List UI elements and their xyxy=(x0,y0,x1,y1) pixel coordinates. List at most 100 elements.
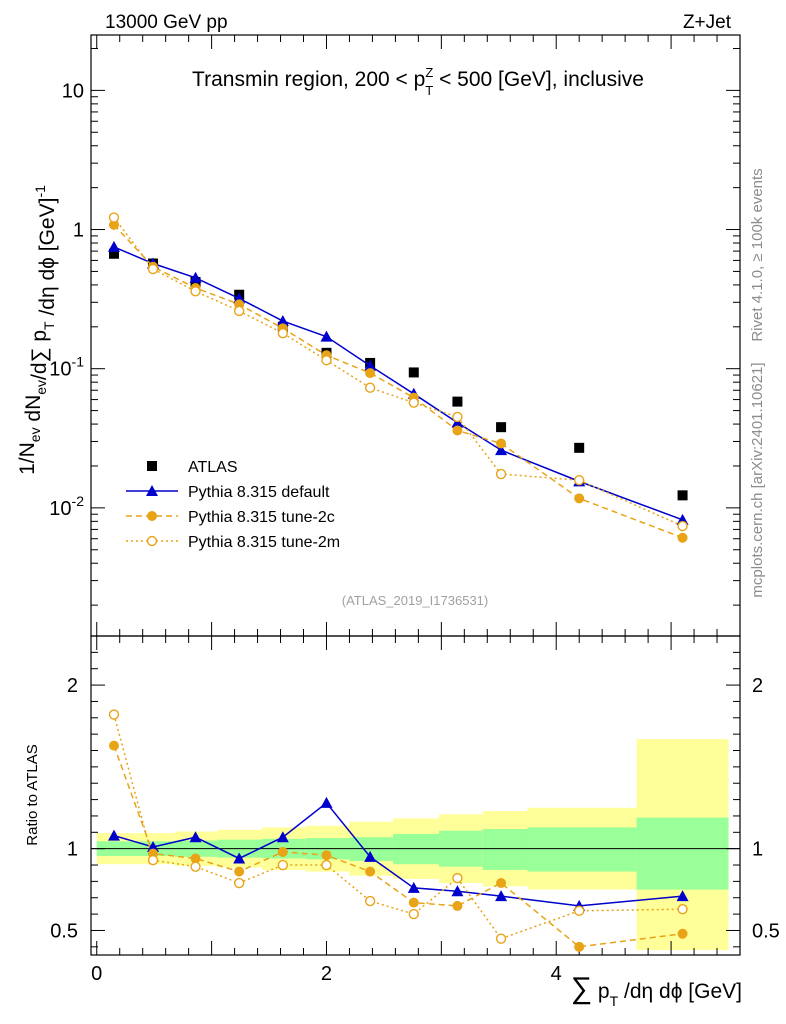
tune-2m-point xyxy=(573,905,585,917)
default-point xyxy=(495,890,508,902)
series-3 xyxy=(108,212,688,532)
tune-2m-point xyxy=(190,286,201,297)
tune-2m-point xyxy=(321,859,332,871)
tune-2c-point xyxy=(190,853,201,864)
series-1 xyxy=(108,740,688,952)
tune-2c-point xyxy=(321,850,332,861)
stat-band-bin xyxy=(482,829,528,870)
plot-title: Transmin region, 200 < pZ T < 500 [GeV], … xyxy=(192,65,644,98)
series-0 xyxy=(107,796,689,911)
tune-2m-point xyxy=(408,908,419,920)
tune-2m-point xyxy=(233,877,245,889)
tune-2c-point xyxy=(677,928,688,939)
tune-2m-point xyxy=(495,933,507,944)
tune-2m-point xyxy=(364,895,376,907)
stat-band-bin xyxy=(527,827,637,872)
legend-entry-label: ATLAS xyxy=(188,459,238,476)
x-tick-label: 0 xyxy=(91,963,102,985)
data-series xyxy=(107,212,689,952)
default-point xyxy=(364,850,377,862)
y-tick-label: 1 xyxy=(73,220,84,242)
ratio-y-axis-label: Ratio to ATLAS xyxy=(24,744,41,845)
tune-2c-point xyxy=(574,493,585,504)
tune-2c-point xyxy=(496,878,507,889)
tune-2m-point xyxy=(677,520,688,532)
tune-2m-point xyxy=(408,397,419,408)
default-point xyxy=(107,829,120,841)
tune-2m-point xyxy=(677,903,688,915)
default-point xyxy=(146,485,158,496)
series-2 xyxy=(108,709,688,944)
tune-2m-point xyxy=(277,327,289,339)
series-line xyxy=(113,217,683,527)
tune-2c-point xyxy=(574,941,585,952)
rivet-label: Rivet 4.1.0, ≥ 100k events xyxy=(749,168,766,341)
tune-2c-point xyxy=(234,866,245,877)
analysis-watermark: (ATLAS_2019_I1736531) xyxy=(342,593,488,608)
default-point xyxy=(676,890,689,902)
series-line xyxy=(113,801,683,907)
atlas-point xyxy=(108,248,119,259)
ratio-plot-frame xyxy=(90,635,741,956)
tune-2c-point xyxy=(365,866,376,877)
tune-2m-point xyxy=(573,475,585,486)
tune-2m-point xyxy=(190,861,201,872)
stat-band-bin xyxy=(636,817,729,890)
ratio-y-tick-label-right: 2 xyxy=(752,675,763,697)
tune-2m-point xyxy=(108,212,120,223)
tune-2m-point xyxy=(495,468,507,480)
tune-2c-point xyxy=(108,740,119,751)
atlas-point xyxy=(574,442,585,453)
header-left: 13000 GeV pp xyxy=(105,12,228,33)
tune-2m-point xyxy=(321,355,332,366)
series-line xyxy=(113,246,683,521)
tune-2c-point xyxy=(496,438,507,449)
y-tick-label: 10-2 xyxy=(49,493,84,520)
tune-2m-point xyxy=(146,535,158,547)
header-right: Z+Jet xyxy=(683,12,732,33)
tune-2c-point xyxy=(108,219,119,230)
tune-2c-point xyxy=(365,368,376,379)
x-axis-label: ∑ pT /dη dϕ [GeV] xyxy=(571,972,742,1009)
mcplots-label: mcplots.cern.ch [arXiv:2401.10621] xyxy=(749,362,766,597)
axis-ticks: 0 2 4 10 1 10-1 10-2 0.5 0.5 1 1 2 2 xyxy=(49,35,780,985)
default-point xyxy=(495,444,508,456)
main-y-axis-label: 1/Nev dNev/d∑ pT /dη dϕ [GeV]-1 xyxy=(16,185,59,475)
ratio-y-tick-label: 2 xyxy=(67,675,78,697)
default-point xyxy=(276,831,289,843)
tune-2c-point xyxy=(677,532,688,543)
tune-2m-point xyxy=(147,263,159,275)
tune-2m-point xyxy=(108,709,120,720)
default-point xyxy=(189,271,202,283)
tune-2c-point xyxy=(277,846,288,857)
default-point xyxy=(147,841,160,853)
tune-2m-point xyxy=(452,411,463,423)
series-line xyxy=(113,224,683,539)
default-point xyxy=(233,852,246,864)
legend: ATLAS Pythia 8.315 default Pythia 8.315 tu… xyxy=(126,459,340,551)
ratio-y-tick-label: 1 xyxy=(67,839,78,861)
default-point xyxy=(189,831,202,843)
series-line xyxy=(113,714,683,940)
legend-entry-label: Pythia 8.315 tune-2m xyxy=(188,534,340,551)
y-tick-label: 10-1 xyxy=(49,354,84,381)
legend-entry-label: Pythia 8.315 default xyxy=(188,484,330,501)
x-tick-label: 4 xyxy=(551,963,562,985)
tune-2c-point xyxy=(147,511,157,521)
atlas-point xyxy=(452,396,463,407)
ratio-y-tick-label-right: 1 xyxy=(752,839,763,861)
default-point xyxy=(364,359,377,371)
tune-2m-point xyxy=(233,305,245,317)
atlas-point xyxy=(147,461,157,471)
atlas-point xyxy=(496,422,507,433)
tune-2m-point xyxy=(147,854,159,866)
atlas-point xyxy=(677,490,688,501)
ratio-y-tick-label: 0.5 xyxy=(50,920,78,942)
tune-2c-point xyxy=(408,897,419,908)
tune-2m-point xyxy=(364,382,376,393)
default-point xyxy=(320,330,333,342)
atlas-point xyxy=(408,367,419,378)
default-point xyxy=(107,240,120,252)
legend-entry-label: Pythia 8.315 tune-2c xyxy=(188,509,335,526)
